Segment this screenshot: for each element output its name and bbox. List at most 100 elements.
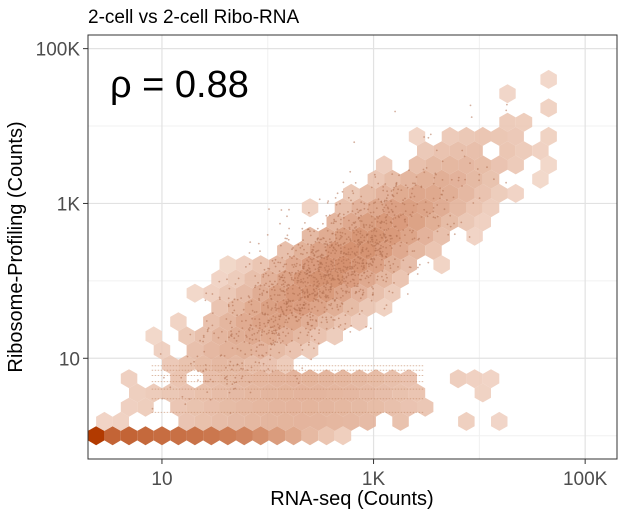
data-point [301,367,304,369]
hex-bin [87,426,105,446]
data-point [345,284,348,287]
data-point [371,236,373,239]
data-point [227,305,230,308]
hex-bin [375,183,393,203]
data-point [269,280,271,283]
data-point [349,170,352,173]
hex-bin [310,383,327,403]
data-point [339,237,342,239]
data-point [389,238,392,240]
data-point [345,259,348,262]
data-point [332,247,335,249]
hex-bin [178,326,195,346]
data-point [282,283,285,285]
hex-bin [359,383,376,403]
hex-bin [392,383,409,403]
data-point [334,197,337,199]
data-point [389,221,392,223]
data-point [380,236,383,239]
data-point [410,215,413,218]
data-point [254,286,256,289]
data-point [363,271,366,274]
data-point [345,253,347,255]
data-point [234,283,237,285]
hex-bin [219,340,236,360]
data-point [324,243,327,245]
data-point [333,220,336,223]
data-point [266,234,269,236]
hex-bin [301,255,319,275]
data-point [307,303,310,306]
data-point [326,202,329,204]
data-point [277,261,280,264]
data-point [478,179,480,182]
data-point [347,258,350,261]
hex-bin [499,84,516,104]
data-point [335,291,338,293]
data-point [258,293,261,296]
data-point [303,301,306,304]
data-point [251,334,254,336]
data-point [356,283,359,285]
data-point [376,249,379,252]
data-point [296,304,299,307]
data-point [367,242,370,244]
data-point [314,327,316,330]
data-point [371,258,373,261]
data-point [299,246,302,249]
data-point [292,284,294,287]
data-point [207,380,209,383]
hex-bin [491,411,508,431]
data-point [390,190,393,192]
data-point [285,314,288,317]
hex-bin [392,411,409,431]
hex-bin [384,369,401,389]
data-point [404,218,406,221]
data-point [311,248,314,251]
x-tick-label: 1K [362,469,386,490]
data-point [280,284,283,286]
data-point [197,379,199,381]
data-point [278,278,281,281]
data-point [461,149,464,152]
data-point [279,342,282,344]
data-point [298,307,300,309]
data-point [276,341,279,343]
plot-area [87,34,618,460]
data-point [271,330,273,333]
data-point [315,287,318,290]
data-point [314,276,316,279]
data-point [304,302,307,305]
data-point [337,262,340,265]
data-point [446,223,449,226]
data-point [325,214,328,217]
data-point [280,244,282,247]
data-point [304,296,306,299]
data-point [328,277,331,279]
hex-bin [203,312,220,332]
data-point [291,300,294,302]
data-point [312,314,314,317]
data-point [278,294,281,296]
data-point [235,333,238,335]
data-point [309,316,312,319]
data-point [391,211,394,213]
data-point [284,281,286,284]
data-point [297,294,299,297]
data-point [423,136,425,138]
data-point [280,290,283,292]
hex-bin [367,169,385,189]
data-point [265,282,267,285]
data-point [403,203,406,206]
data-point [289,274,292,276]
data-point [457,179,460,182]
data-point [325,262,328,264]
data-point [351,278,354,281]
data-point [274,329,277,332]
data-point [346,282,349,285]
data-point [261,313,264,315]
data-point [320,266,322,269]
data-point [342,265,345,268]
data-point [330,288,332,291]
data-point [334,243,337,246]
